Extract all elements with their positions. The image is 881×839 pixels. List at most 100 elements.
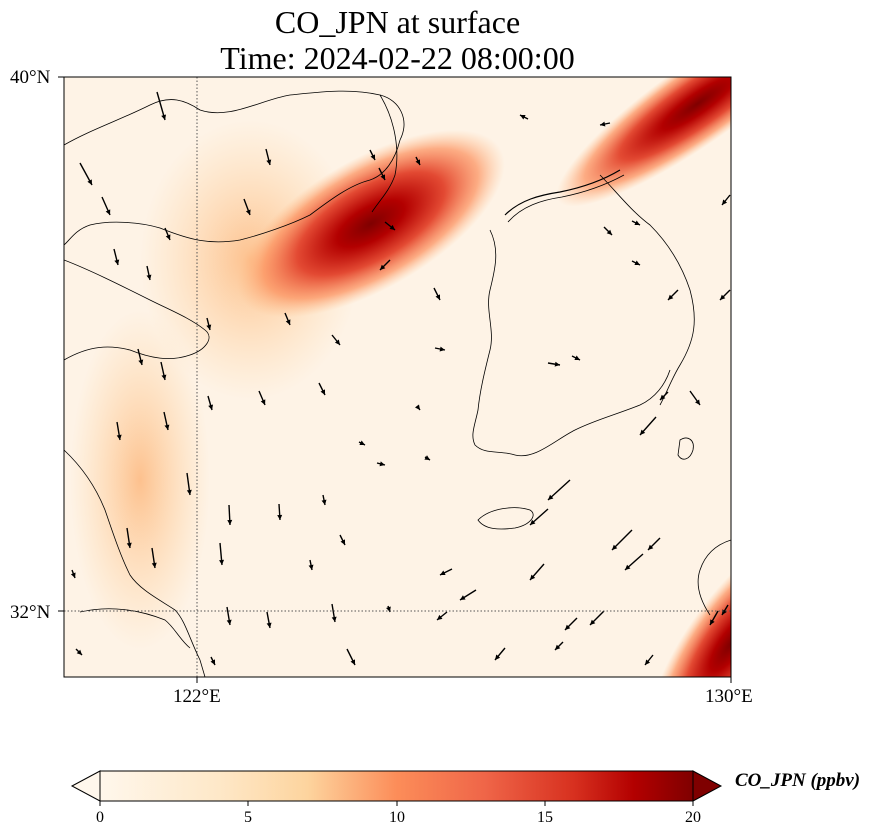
- wind-arrow: [75, 648, 83, 656]
- wind-arrow: [206, 317, 212, 331]
- china-coast: [64, 90, 405, 246]
- wind-arrow: [151, 547, 157, 569]
- wind-arrow: [331, 334, 341, 346]
- wind-arrow: [599, 121, 611, 127]
- wind-arrow: [186, 472, 192, 496]
- lon-label-130e: 130°E: [705, 686, 753, 707]
- wind-arrow: [321, 494, 327, 506]
- wind-arrow: [639, 416, 657, 436]
- wind-arrow: [719, 289, 731, 301]
- wind-vectors: [70, 91, 731, 666]
- coastal-soft-plume: [70, 310, 210, 650]
- wind-arrow: [379, 259, 391, 271]
- colorbar-extend-max: [692, 770, 723, 802]
- wind-arrow: [137, 348, 144, 366]
- wind-arrow: [424, 455, 431, 461]
- wind-arrow: [459, 589, 477, 601]
- wind-arrow: [589, 610, 605, 626]
- colorbar-extend-min: [70, 770, 101, 802]
- wind-arrow: [439, 568, 453, 576]
- korea-north-border: [504, 169, 621, 216]
- korea-east-coast: [599, 174, 695, 406]
- wind-arrow: [721, 194, 731, 206]
- wind-arrow: [346, 648, 356, 666]
- liaodong-coast: [371, 94, 398, 213]
- wind-arrow: [116, 421, 122, 441]
- lon-label-122e: 122°E: [173, 686, 221, 707]
- wind-arrow: [529, 508, 549, 526]
- wind-arrow: [564, 617, 578, 631]
- wind-arrow: [258, 390, 266, 406]
- map-frame: [63, 76, 732, 678]
- wind-arrow: [519, 114, 529, 120]
- japan-kyushu: [697, 539, 731, 616]
- wind-arrow: [70, 569, 76, 579]
- wind-arrow: [160, 361, 167, 381]
- wind-arrow: [243, 198, 251, 216]
- yangtze-delta: [79, 608, 191, 649]
- wind-arrow: [415, 156, 421, 166]
- wind-arrow: [554, 641, 564, 651]
- wind-arrow: [210, 656, 216, 666]
- colorbar-tick-label-10: 10: [389, 809, 405, 826]
- wind-arrow: [667, 289, 679, 301]
- wind-arrow: [207, 395, 214, 411]
- korea-south-coast: [514, 369, 671, 457]
- wind-arrow: [611, 529, 633, 551]
- wind-arrow: [547, 361, 561, 367]
- wind-arrow: [227, 504, 233, 526]
- wind-arrow: [378, 167, 386, 181]
- wind-arrow: [659, 391, 669, 401]
- wind-arrow: [603, 226, 613, 236]
- wind-arrow: [434, 346, 446, 352]
- wind-arrow: [631, 260, 641, 266]
- yellow-sea-plume: [236, 129, 505, 318]
- wind-arrow: [358, 440, 366, 446]
- wind-arrow: [331, 603, 337, 623]
- wind-arrow: [689, 390, 701, 406]
- wind-arrow: [624, 553, 644, 571]
- northeast-plume: [556, 77, 731, 207]
- colorbar-body: [99, 770, 694, 802]
- colorbar-tick-label-15: 15: [537, 809, 553, 826]
- wind-arrow: [284, 312, 291, 326]
- jiangsu-coast: [64, 449, 206, 677]
- wind-arrow: [277, 503, 283, 521]
- wind-arrow: [433, 287, 441, 301]
- map-title-line-2: Time: 2024-02-22 08:00:00: [220, 40, 575, 76]
- wind-arrow: [547, 479, 571, 501]
- coastlines: [64, 90, 731, 677]
- lat-label-32n: 32°N: [10, 602, 51, 623]
- wind-arrow: [436, 611, 448, 621]
- wind-arrow: [631, 220, 641, 226]
- wind-arrow: [308, 559, 314, 571]
- wind-arrow: [113, 248, 120, 266]
- wind-arrow: [163, 411, 170, 431]
- korea-north-border-2: [507, 174, 625, 223]
- colorbar-tick-label-20: 20: [685, 809, 701, 826]
- wind-arrow: [647, 537, 661, 551]
- colorbar: [70, 770, 723, 806]
- wind-arrow: [339, 534, 346, 546]
- wind-arrow: [126, 527, 132, 549]
- wind-arrow: [266, 611, 272, 629]
- wind-arrow: [369, 149, 376, 161]
- wind-arrow: [226, 606, 232, 626]
- wind-arrow: [79, 162, 93, 186]
- wind-arrow: [265, 148, 272, 166]
- lat-label-40n: 40°N: [10, 67, 51, 88]
- shandong-coast: [64, 259, 210, 361]
- colorbar-tick-label-5: 5: [244, 809, 252, 826]
- wind-arrow: [318, 382, 326, 396]
- korea-west-coast: [472, 229, 516, 456]
- wind-arrow: [164, 227, 171, 241]
- wind-arrow: [101, 196, 111, 216]
- wind-arrow: [384, 221, 396, 231]
- wind-arrow: [571, 355, 581, 361]
- wind-arrow: [376, 461, 386, 467]
- plume-layer: [236, 77, 731, 677]
- wind-arrow: [494, 647, 506, 661]
- wind-arrow: [644, 654, 654, 666]
- tsushima: [677, 437, 694, 460]
